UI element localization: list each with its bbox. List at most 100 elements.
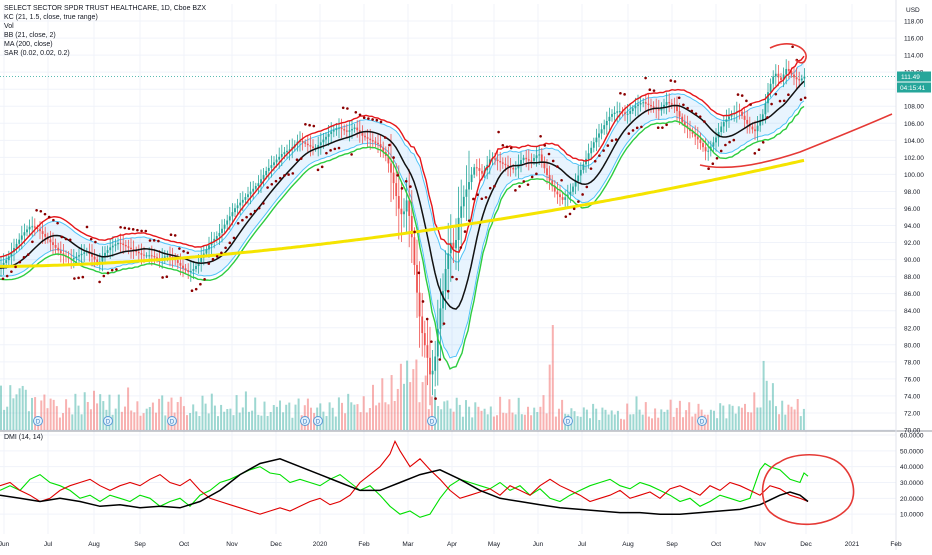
sar-dot xyxy=(31,240,34,244)
volume-bar xyxy=(461,416,464,430)
candle-body xyxy=(364,135,366,138)
candle-body xyxy=(738,111,741,113)
volume-bar xyxy=(235,395,238,430)
dividend-marker xyxy=(427,416,437,426)
sar-dot xyxy=(278,176,282,180)
price-tick-label: 116.00 xyxy=(904,36,924,43)
candle-body xyxy=(743,115,746,120)
sar-dot xyxy=(665,123,668,127)
volume-bar xyxy=(52,399,55,430)
candle-body xyxy=(223,224,226,229)
sar-dot xyxy=(732,138,736,142)
volume-bar xyxy=(96,403,99,430)
volume-bar xyxy=(40,400,43,430)
volume-bar xyxy=(145,408,148,430)
candle-body xyxy=(759,120,762,126)
dividend-label: D xyxy=(700,420,705,426)
sar-dot xyxy=(518,185,521,188)
volume-bar xyxy=(127,387,130,430)
candle-body xyxy=(179,262,182,266)
candle-body xyxy=(460,206,463,218)
candle-body xyxy=(226,220,229,225)
time-tick-label: Dec xyxy=(270,541,282,548)
candle-body xyxy=(553,186,556,192)
candle-body xyxy=(182,265,184,269)
sar-dot xyxy=(203,277,206,281)
volume-bar xyxy=(759,407,762,430)
volume-bar xyxy=(585,409,588,430)
sar-dot xyxy=(283,174,286,177)
volume-bar xyxy=(725,418,728,430)
sar-dot xyxy=(598,154,601,157)
indicator-bb[interactable]: BB (21, close, 2) xyxy=(4,32,56,39)
candle-body xyxy=(288,149,291,151)
candle-body xyxy=(644,102,647,104)
sar-dot xyxy=(417,271,421,275)
volume-bar xyxy=(155,412,157,430)
candle-body xyxy=(499,161,502,163)
volume-bar xyxy=(46,408,49,430)
sar-dot xyxy=(98,280,101,284)
candle-body xyxy=(608,116,611,121)
sar-dot xyxy=(581,193,584,196)
candle-body xyxy=(696,136,699,140)
volume-bar xyxy=(492,416,495,430)
volume-bar xyxy=(744,403,746,430)
candle-body xyxy=(5,260,8,263)
candle-body xyxy=(728,116,730,120)
volume-bar xyxy=(390,375,393,430)
candle-body xyxy=(244,197,247,200)
volume-bar xyxy=(334,416,337,430)
dmi-minus-di xyxy=(0,439,809,515)
volume-bar xyxy=(93,390,95,430)
candle-body xyxy=(351,128,353,131)
volume-bar xyxy=(189,413,192,430)
candle-body xyxy=(676,106,678,112)
candle-body xyxy=(23,232,26,236)
sar-dot xyxy=(291,172,295,175)
volume-bar xyxy=(124,406,126,430)
volume-bar xyxy=(669,399,672,430)
sar-dot xyxy=(648,88,652,91)
volume-bar xyxy=(55,406,58,430)
time-tick-label: Jul xyxy=(578,541,587,548)
sar-dot xyxy=(186,251,190,255)
sar-dot xyxy=(270,182,274,186)
volume-bar xyxy=(161,395,164,430)
dmi-tick-label: 50.0000 xyxy=(900,448,924,455)
dividend-marker xyxy=(300,416,310,426)
indicator-sar[interactable]: SAR (0.02, 0.02, 0.2) xyxy=(4,50,70,57)
candle-body xyxy=(265,170,268,176)
sar-dot xyxy=(127,227,131,230)
candle-body xyxy=(520,160,522,165)
candle-body xyxy=(595,137,598,143)
dmi-title[interactable]: DMI (14, 14) xyxy=(4,434,43,441)
candle-body xyxy=(803,76,806,79)
indicator-ma[interactable]: MA (200, close) xyxy=(4,41,53,48)
volume-bar xyxy=(68,407,71,430)
candle-body xyxy=(663,104,665,108)
volume-bar xyxy=(86,402,89,430)
volume-bar xyxy=(551,325,554,430)
candle-body xyxy=(312,146,314,148)
volume-bar xyxy=(421,382,424,430)
indicator-kc[interactable]: KC (21, 1.5, close, true range) xyxy=(4,14,98,21)
candle-body xyxy=(143,254,145,256)
volume-bar xyxy=(0,385,2,430)
candle-body xyxy=(616,111,619,113)
price-tick-label: 76.00 xyxy=(904,376,921,383)
candle-body xyxy=(715,137,717,143)
candle-body xyxy=(33,226,36,228)
candle-body xyxy=(52,242,54,246)
candle-body xyxy=(137,251,140,254)
volume-bar xyxy=(362,396,365,430)
candle-body xyxy=(587,153,590,159)
candle-body xyxy=(439,308,442,329)
indicator-vol[interactable]: Vol xyxy=(4,23,14,30)
candle-body xyxy=(260,179,262,184)
candle-body xyxy=(382,147,385,152)
sar-dot xyxy=(749,103,752,106)
candle-body xyxy=(569,191,572,195)
